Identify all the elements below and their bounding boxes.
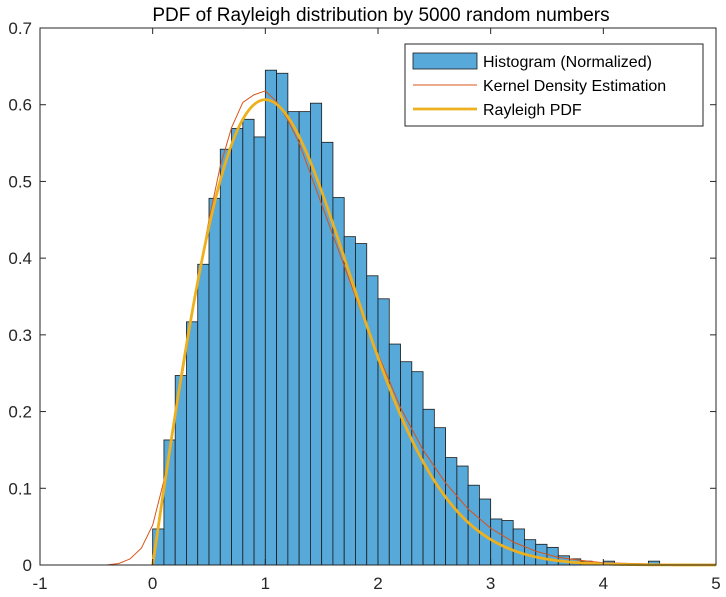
x-tick-label: 1 xyxy=(261,574,270,593)
histogram-bar xyxy=(231,128,244,566)
y-tick-label: 0.5 xyxy=(8,172,32,191)
legend-histogram-label: Histogram (Normalized) xyxy=(483,54,652,71)
histogram-bar xyxy=(524,539,537,566)
histogram-bar xyxy=(366,275,379,566)
histogram-bar xyxy=(253,136,266,566)
histogram-bar xyxy=(512,528,525,566)
legend-rayleigh-label: Rayleigh PDF xyxy=(483,102,582,119)
rayleigh-pdf-line xyxy=(151,98,716,567)
x-tick-label: 0 xyxy=(148,574,157,593)
y-tick-label: 0.1 xyxy=(8,479,32,498)
y-tick-label: 0.2 xyxy=(8,403,32,422)
histogram-bar xyxy=(400,361,413,566)
kde-line xyxy=(40,90,717,566)
curves xyxy=(40,90,717,567)
histogram-bar xyxy=(445,457,458,566)
histogram-bar xyxy=(287,111,300,566)
histogram-bar xyxy=(186,321,199,566)
histogram-bars xyxy=(152,69,717,566)
histogram-bar xyxy=(264,69,278,566)
y-tick-label: 0.6 xyxy=(8,96,32,115)
histogram-bar xyxy=(208,197,221,566)
legend-kde-label: Kernel Density Estimation xyxy=(483,78,666,95)
histogram-bar xyxy=(411,371,424,566)
x-tick-label: 5 xyxy=(711,574,720,593)
y-tick-label: 0.3 xyxy=(8,326,32,345)
x-tick-label: 2 xyxy=(373,574,382,593)
histogram-bar xyxy=(535,543,548,566)
y-tick-label: 0.7 xyxy=(8,19,32,38)
histogram-bar xyxy=(377,298,390,566)
legend: Histogram (Normalized) Kernel Density Est… xyxy=(404,43,704,127)
y-tick-label: 0.4 xyxy=(8,249,32,268)
histogram-bar xyxy=(298,111,311,566)
histogram-bar xyxy=(276,72,289,566)
histogram-bar xyxy=(388,343,401,566)
histogram-bar xyxy=(197,263,210,566)
y-tick-label: 0 xyxy=(23,556,32,575)
histogram-bar xyxy=(242,118,255,566)
legend-histogram-swatch xyxy=(412,52,478,70)
histogram-bar xyxy=(422,408,435,566)
histogram-bar xyxy=(355,243,368,566)
axes: -1 0 1 2 3 4 500.10.20.30.40.50.60.7 xyxy=(8,19,720,593)
histogram-bar xyxy=(501,520,514,566)
x-tick-label: -1 xyxy=(32,574,47,593)
x-tick-label: 3 xyxy=(486,574,495,593)
chart-title: PDF of Rayleigh distribution by 5000 ran… xyxy=(152,5,609,26)
x-tick-label: 4 xyxy=(599,574,608,593)
histogram-bar xyxy=(219,148,232,566)
